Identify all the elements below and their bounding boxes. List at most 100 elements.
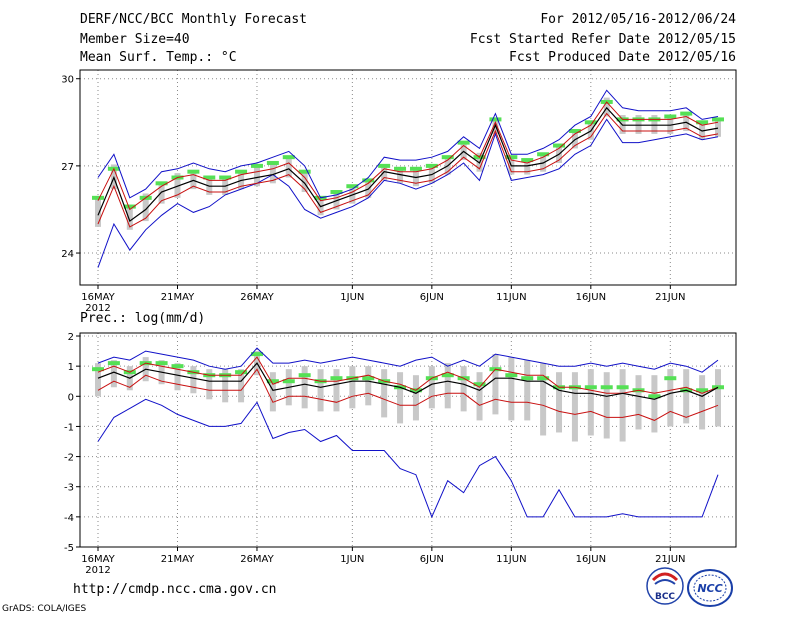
prec-spread-bar — [95, 363, 101, 397]
prec-spread-bar — [683, 369, 690, 424]
temp-xtick-label: 16JUN — [576, 292, 606, 303]
temp-spread-bar — [715, 117, 721, 137]
temp-xtick-label: 26MAY — [240, 292, 274, 303]
temp-series-upper — [97, 101, 719, 211]
temp-spread-bar — [285, 158, 292, 178]
temp-spread-bar — [142, 193, 149, 222]
prec-spread-bar — [222, 369, 229, 403]
prec-ytick-label: -1 — [64, 422, 74, 433]
temp-spread-bar — [699, 120, 706, 140]
prec-spread-bar — [492, 354, 499, 415]
temp-spread-bar — [206, 176, 213, 195]
temp-ytick-label: 24 — [61, 249, 74, 260]
temp-climatology-mark — [346, 184, 359, 189]
temp-climatology-mark — [362, 178, 375, 183]
prec-spread-bar — [349, 366, 356, 409]
prec-ytick-label: 2 — [68, 332, 74, 343]
temp-ytick-label: 27 — [61, 162, 74, 173]
prec-spread-bar — [715, 369, 721, 427]
prec-climatology-mark — [266, 379, 279, 384]
prec-spread-bar — [365, 366, 372, 406]
prec-spread-bar — [651, 375, 658, 433]
temp-xtick-label: 16MAY — [81, 292, 115, 303]
prec-panel: -5 -4 -3 -2 -1 0 1 2 16MAY 21MAY 26MAY 1JUN 6JUN 11JU… — [64, 332, 737, 576]
prec-spread-bar — [317, 369, 324, 412]
temp-spread-bar — [460, 141, 467, 161]
prec-series-lower — [97, 368, 719, 421]
prec-xtick-label: 6JUN — [420, 554, 444, 565]
prec-spread-bar — [174, 363, 181, 391]
temp-series-lower — [97, 112, 719, 228]
temp-climatology-mark — [584, 120, 597, 125]
temp-series-mean — [97, 106, 719, 223]
prec-climatology-mark — [648, 394, 661, 399]
prec-climatology-mark — [107, 361, 120, 366]
prec-ytick-label: -5 — [64, 543, 74, 554]
prec-spread-bar — [238, 369, 245, 403]
prec-ytick-label: -4 — [64, 513, 74, 524]
prec-spread-bar — [333, 369, 340, 412]
temp-spread-bar — [269, 164, 276, 184]
temp-climatology-mark — [425, 163, 438, 168]
prec-ytick-label: -3 — [64, 483, 74, 494]
prec-spread-bar — [540, 363, 547, 436]
temp-climatology-mark — [568, 129, 581, 134]
precip-panel-title: Prec.: log(mm/d) — [80, 311, 206, 326]
temp-climatology-mark — [92, 195, 104, 200]
temp-climatology-mark — [266, 160, 279, 165]
temp-spread-bar — [95, 196, 101, 227]
temp-climatology-mark — [235, 169, 248, 174]
prec-climatology-mark — [330, 376, 343, 381]
prec-climatology-mark — [521, 376, 534, 381]
prec-climatology-mark — [92, 367, 104, 372]
prec-climatology-mark — [171, 364, 184, 369]
temp-climatology-mark — [330, 190, 343, 195]
temp-spread-bar — [222, 176, 229, 195]
temp-spread-bar — [174, 173, 181, 198]
temp-spread-bar — [333, 193, 340, 210]
temp-spread-bar — [238, 170, 245, 190]
prec-xtick-label: 1JUN — [340, 554, 364, 565]
temp-spread-bar — [524, 158, 531, 175]
temp-frame — [79, 69, 737, 286]
prec-spread-bar — [556, 372, 563, 433]
temp-xtick-label: 1JUN — [340, 292, 364, 303]
temp-spread-bar — [253, 167, 260, 187]
prec-climatology-mark — [473, 382, 486, 387]
temp-spread-bar — [397, 167, 404, 184]
prec-xtick-label: 16JUN — [576, 554, 606, 565]
prec-climatology-mark — [235, 370, 248, 375]
temp-climatology-mark — [378, 163, 391, 168]
prec-spread-bar — [397, 372, 404, 424]
temp-spread-bar — [349, 187, 356, 204]
prec-spread-bar — [206, 369, 213, 400]
prec-xtick-label: 21MAY — [161, 554, 195, 565]
footer-url[interactable]: http://cmdp.ncc.cma.gov.cn — [73, 582, 277, 597]
prec-climatology-mark — [584, 385, 597, 390]
prec-climatology-mark — [298, 373, 311, 378]
temp-spread-bar — [667, 115, 674, 134]
prec-climatology-mark — [155, 361, 168, 366]
temp-series-min — [97, 118, 719, 268]
temp-climatology-mark — [696, 120, 709, 125]
temp-climatology-mark — [187, 169, 200, 174]
temp-climatology-mark — [298, 169, 311, 174]
prec-xtick-label: 26MAY — [240, 554, 274, 565]
temp-climatology-mark — [441, 155, 454, 160]
prec-climatology-mark — [664, 376, 677, 381]
prec-climatology-mark — [712, 385, 724, 390]
prec-ytick-label: 1 — [68, 362, 74, 373]
temp-climatology-mark — [409, 166, 422, 171]
temp-climatology-mark — [664, 114, 677, 119]
temp-climatology-mark — [282, 155, 295, 160]
temp-panel: 24 27 30 16MAY 21MAY 26MAY 1JUN 6JUN 11JUN 16JUN 2… — [61, 69, 737, 314]
prec-climatology-mark — [282, 379, 295, 384]
grads-credit: GrADS: COLA/IGES — [2, 604, 87, 614]
temp-climatology-mark — [155, 181, 168, 186]
prec-spread-bar — [667, 369, 674, 427]
prec-xtick-label: 11JUN — [496, 554, 526, 565]
temp-xtick-label: 6JUN — [420, 292, 444, 303]
prec-xtick-label: 16MAY — [81, 554, 115, 565]
prec-spread-bar — [460, 366, 467, 412]
temp-climatology-mark — [123, 204, 136, 209]
